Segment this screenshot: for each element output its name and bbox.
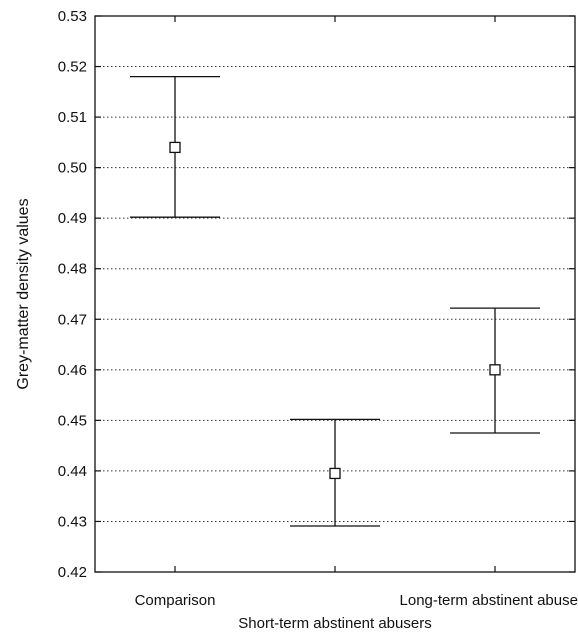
y-tick-label: 0.45 [58, 412, 87, 429]
error-bars [130, 76, 540, 527]
x-axis: Comparison Short-term abstinent abusers Lo… [135, 16, 578, 632]
mean-marker [169, 141, 181, 154]
x-tick-label: Long-term abstinent abusers [400, 592, 578, 609]
y-tick-label: 0.52 [58, 59, 87, 76]
y-tick-label: 0.43 [58, 513, 87, 530]
y-tick-label: 0.47 [58, 311, 87, 328]
x-tick-label: Short-term abstinent abusers [238, 615, 431, 632]
y-tick-label: 0.42 [58, 564, 87, 581]
y-axis-label: Grey-matter density values [15, 198, 32, 389]
y-tick-label: 0.46 [58, 362, 87, 379]
y-tick-label: 0.50 [58, 160, 87, 177]
gridlines [95, 66, 575, 522]
mean-marker [489, 364, 501, 376]
y-tick-label: 0.49 [58, 210, 87, 227]
y-tick-label: 0.53 [58, 8, 87, 25]
mean-marker [329, 467, 341, 480]
y-axis: 0.42 0.43 0.44 0.45 0.46 0.47 0.48 0.49 0.50 0.51… [58, 8, 575, 581]
y-tick-label: 0.44 [58, 463, 87, 480]
y-tick-label: 0.48 [58, 261, 87, 278]
x-tick-label: Comparison [135, 592, 216, 609]
y-tick-label: 0.51 [58, 109, 87, 126]
